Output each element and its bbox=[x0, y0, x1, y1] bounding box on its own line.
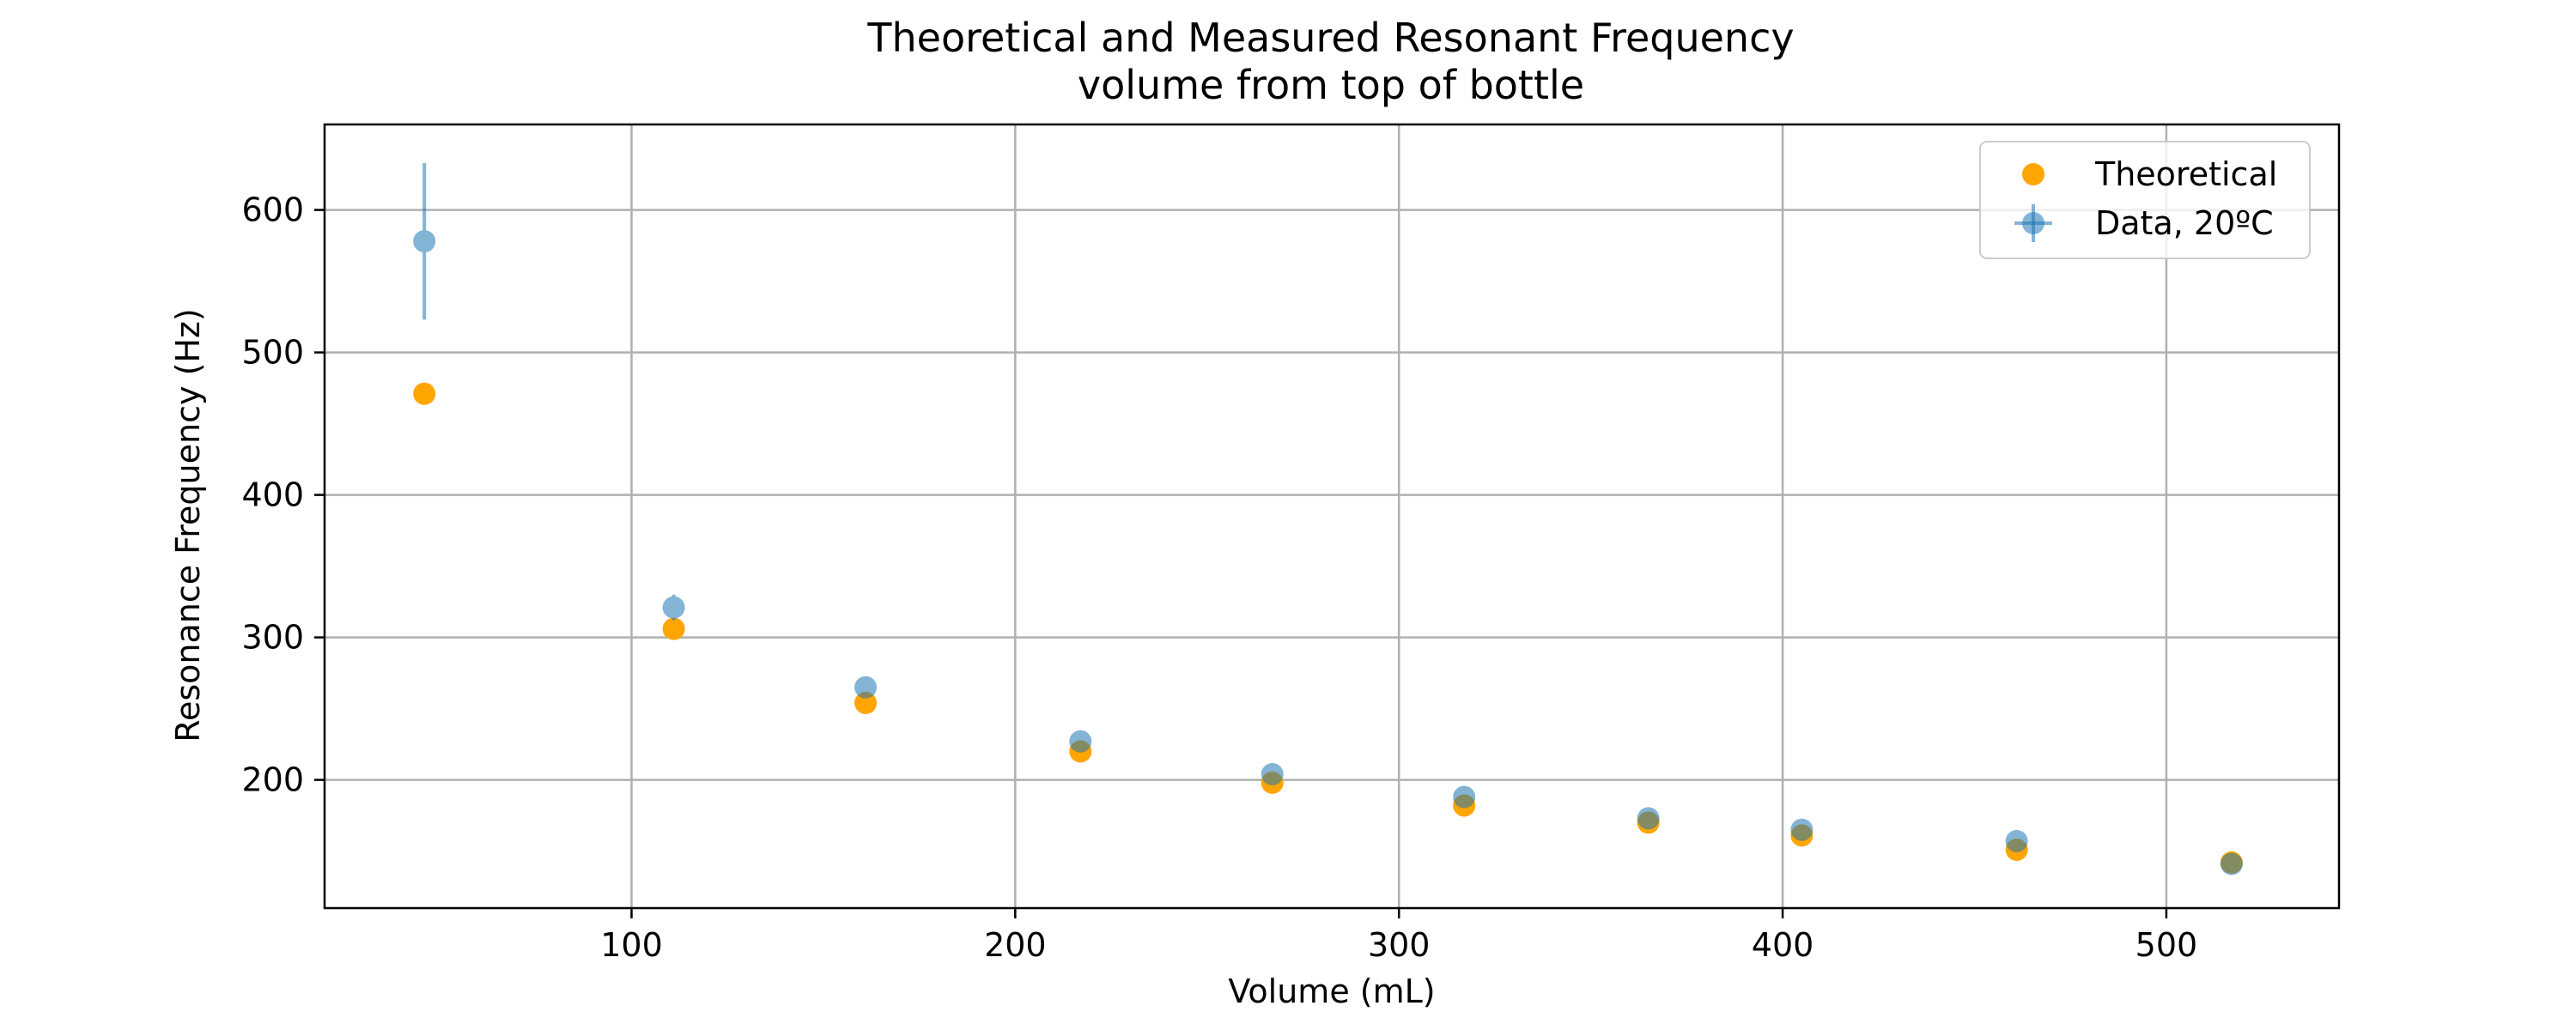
y-tick-label: 600 bbox=[241, 191, 304, 229]
data-point bbox=[2221, 853, 2243, 876]
y-tick-label: 500 bbox=[241, 334, 304, 372]
data-point bbox=[1453, 786, 1475, 809]
data-point bbox=[2006, 830, 2028, 852]
legend: Theoretical Data, 20ºC bbox=[1980, 142, 2310, 258]
data-marker bbox=[2221, 853, 2243, 876]
x-axis-label: Volume (mL) bbox=[1228, 972, 1435, 1010]
data-marker bbox=[1453, 786, 1475, 809]
data-marker bbox=[854, 676, 877, 699]
x-tick-label: 100 bbox=[600, 926, 663, 964]
data-point bbox=[1637, 807, 1660, 829]
chart-subtitle: volume from top of bottle bbox=[1078, 62, 1584, 108]
theoretical-point bbox=[663, 618, 685, 640]
data-point bbox=[1069, 730, 1091, 753]
x-tick-label: 500 bbox=[2136, 926, 2198, 964]
y-tick-label: 400 bbox=[241, 476, 304, 514]
data-point bbox=[1790, 819, 1813, 841]
x-tick-label: 400 bbox=[1752, 926, 1814, 964]
x-tick-label: 300 bbox=[1368, 926, 1431, 964]
data-point bbox=[1261, 763, 1284, 785]
legend-label-data: Data, 20ºC bbox=[2095, 204, 2274, 242]
y-axis-label: Resonance Frequency (Hz) bbox=[169, 308, 207, 742]
y-tick-label: 200 bbox=[241, 761, 304, 799]
data-marker bbox=[1637, 807, 1660, 829]
data-marker bbox=[1069, 730, 1091, 753]
legend-marker-theoretical bbox=[2022, 163, 2044, 185]
x-tick-label: 200 bbox=[984, 926, 1047, 964]
data-marker bbox=[2006, 830, 2028, 852]
legend-label-theoretical: Theoretical bbox=[2094, 155, 2277, 193]
data-marker bbox=[413, 230, 435, 252]
chart-title: Theoretical and Measured Resonant Freque… bbox=[866, 15, 1794, 61]
y-tick-label: 300 bbox=[241, 619, 304, 657]
theoretical-point bbox=[413, 383, 435, 405]
data-marker bbox=[1261, 763, 1284, 785]
data-point bbox=[854, 676, 877, 699]
data-marker bbox=[1790, 819, 1813, 841]
data-marker bbox=[663, 597, 685, 619]
